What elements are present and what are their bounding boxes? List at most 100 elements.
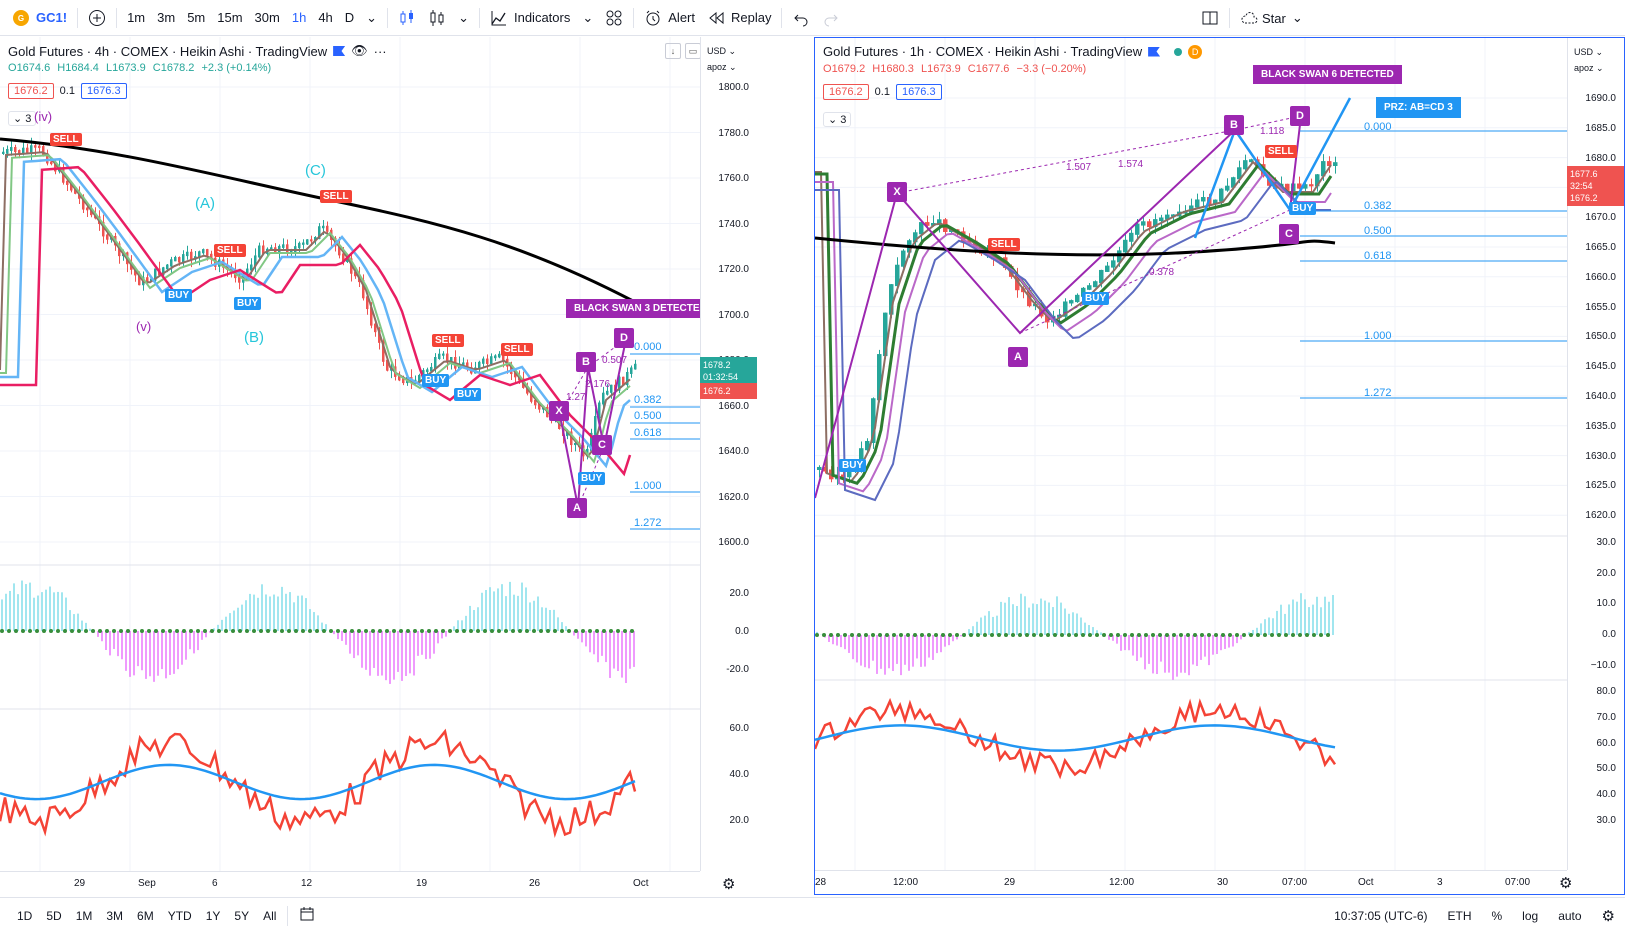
zero-dot	[1053, 633, 1057, 637]
zero-dot	[983, 633, 987, 637]
interval-15m[interactable]: 15m	[217, 10, 243, 25]
add-symbol-button[interactable]	[82, 4, 112, 32]
clock-time[interactable]: 10:37:05 (UTC-6)	[1334, 909, 1428, 923]
alert-button[interactable]: Alert	[638, 4, 701, 32]
right-scale-head[interactable]: USD ⌄ apoz ⌄	[1574, 44, 1604, 76]
candle-body	[190, 251, 193, 260]
left-time-axis[interactable]: 29 Sep 6 12 19 26 Oct	[0, 871, 700, 895]
session-toggle[interactable]: ETH	[1447, 909, 1472, 923]
replay-button[interactable]: Replay	[701, 4, 777, 32]
time-tick: 12:00	[893, 877, 919, 888]
undo-button[interactable]	[786, 4, 816, 32]
settings-gear-icon[interactable]: ⚙	[1559, 875, 1573, 892]
indicators-dropdown[interactable]: ⌄	[576, 4, 599, 32]
current-price-tag: 1678.2 01:32:54	[700, 357, 757, 385]
left-sell-price[interactable]: 1676.2	[8, 83, 54, 99]
separator	[633, 7, 635, 28]
left-chart-canvas[interactable]	[0, 37, 757, 895]
time-tick: Oct	[1358, 877, 1374, 888]
move-down-icon[interactable]: ↓	[665, 43, 681, 59]
range-3m[interactable]: 3M	[106, 908, 124, 923]
zero-dot	[483, 629, 487, 633]
log-toggle[interactable]: log	[1522, 909, 1539, 923]
auto-toggle[interactable]: auto	[1558, 909, 1582, 923]
templates-button[interactable]	[599, 4, 629, 32]
right-price-scale[interactable]: USD ⌄ apoz ⌄ 1690.01685.01680.01675.0167…	[1567, 38, 1624, 870]
chart-style-button[interactable]	[392, 4, 422, 32]
buy-signal: BUY	[1289, 202, 1317, 215]
left-chart-pane[interactable]: Gold Futures · 4h · COMEX · Heikin Ashi …	[0, 37, 757, 895]
range-6m[interactable]: 6M	[137, 908, 154, 923]
zero-dot	[1144, 633, 1148, 637]
style-dropdown[interactable]: ⌄	[452, 4, 475, 32]
interval-5m[interactable]: 5m	[187, 10, 206, 25]
right-sell-price[interactable]: 1676.2	[823, 84, 869, 100]
zero-dot	[56, 629, 60, 633]
interval-1h[interactable]: 1h	[291, 10, 307, 25]
range-1d[interactable]: 1D	[17, 908, 33, 923]
zero-dot	[885, 633, 889, 637]
interval-dropdown[interactable]: ⌄	[360, 4, 383, 32]
right-indicator-count: 3	[840, 114, 847, 126]
right-indicator-collapse[interactable]: ⌄ 3	[823, 112, 852, 127]
black-swan-banner: BLACK SWAN 6 DETECTED	[1253, 65, 1402, 84]
range-1m[interactable]: 1M	[75, 908, 93, 923]
percent-toggle[interactable]: %	[1491, 909, 1503, 923]
candle-body	[426, 369, 429, 373]
candle-body	[1243, 160, 1248, 170]
zero-dot	[217, 629, 221, 633]
eye-icon[interactable]: 👁	[351, 43, 368, 58]
zero-dot	[98, 629, 102, 633]
range-ytd[interactable]: YTD	[167, 908, 192, 923]
candle-body	[1159, 217, 1164, 222]
settings-gear-icon[interactable]: ⚙	[1601, 908, 1615, 925]
price-tick: 1640.0	[1585, 391, 1616, 402]
interval-30m[interactable]: 30m	[254, 10, 280, 25]
right-chart-pane[interactable]: Gold Futures · 1h · COMEX · Heikin Ashi …	[814, 37, 1625, 895]
left-scale-head[interactable]: USD ⌄ apoz ⌄	[707, 43, 737, 75]
separator	[1229, 8, 1230, 28]
range-5d[interactable]: 5D	[46, 908, 62, 923]
zero-dot	[553, 629, 557, 633]
zero-dot	[1081, 633, 1085, 637]
range-1y[interactable]: 1Y	[205, 908, 221, 923]
candle-body	[1219, 188, 1224, 202]
bar-countdown: 01:32:54	[703, 372, 739, 382]
fib-level-1272: 1.272	[1364, 387, 1392, 399]
zero-dot	[920, 633, 924, 637]
save-layout-button[interactable]: Star ⌄	[1234, 4, 1309, 32]
zero-dot	[7, 629, 11, 633]
indicators-button[interactable]: Indicators	[484, 4, 576, 32]
interval-4h[interactable]: 4h	[318, 10, 333, 25]
bars-style-button[interactable]	[422, 4, 452, 32]
symbol-search[interactable]: G GC1!	[6, 4, 73, 32]
price-tick: 30.0	[1596, 537, 1616, 548]
zero-dot	[189, 629, 193, 633]
collapse-pane-icon[interactable]: ▭	[685, 43, 701, 59]
range-5y[interactable]: 5Y	[234, 908, 250, 923]
right-time-axis[interactable]: 28 12:00 29 12:00 30 07:00 Oct 3 07:00	[815, 870, 1567, 894]
layout-button[interactable]	[1195, 4, 1225, 32]
right-buy-price[interactable]: 1676.3	[895, 84, 942, 100]
buy-signal: BUY	[234, 297, 262, 310]
range-all[interactable]: All	[263, 908, 277, 923]
more-icon[interactable]: ···	[373, 43, 387, 59]
interval-3m[interactable]: 3m	[157, 10, 176, 25]
left-buy-price[interactable]: 1676.3	[80, 83, 127, 99]
zero-dot	[595, 629, 599, 633]
zero-dot	[245, 629, 249, 633]
zero-dot	[1270, 633, 1274, 637]
candle-body	[38, 145, 41, 149]
interval-D[interactable]: D	[344, 10, 355, 25]
time-tick: 29	[74, 878, 86, 889]
candle-body	[282, 244, 285, 248]
date-range-icon[interactable]	[292, 907, 322, 924]
left-indicator-collapse[interactable]: ⌄ 3	[8, 111, 37, 126]
left-price-scale[interactable]: USD ⌄ apoz ⌄ 1800.0 1780.0 1760.0 1740.0 172…	[700, 37, 757, 871]
zero-dot	[252, 629, 256, 633]
interval-1m[interactable]: 1m	[127, 10, 146, 25]
right-chart-canvas[interactable]	[815, 38, 1624, 894]
settings-gear-icon[interactable]: ⚙	[722, 876, 736, 893]
redo-button[interactable]	[816, 4, 846, 32]
candle-body	[170, 259, 173, 267]
